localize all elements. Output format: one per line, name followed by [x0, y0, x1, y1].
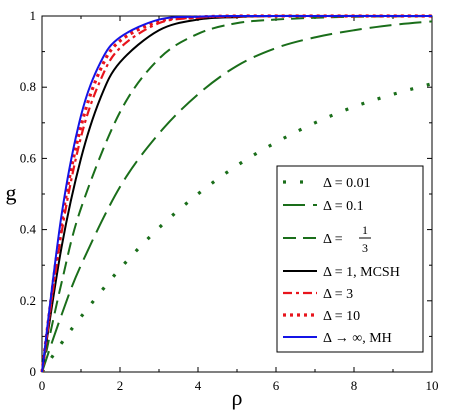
x-tick-label: 10: [426, 378, 439, 393]
legend-label-5: Δ = 10: [323, 309, 360, 324]
y-tick-label: 0.4: [20, 222, 37, 237]
legend-box: [276, 165, 424, 353]
legend-label-0: Δ = 0.01: [323, 176, 371, 191]
y-axis-label: g: [6, 180, 17, 205]
legend: Δ = 0.01 Δ = 0.1 Δ = 1 3 Δ = 1, MCSH Δ = 3 Δ = …: [276, 165, 424, 353]
legend-label-3: Δ = 1, MCSH: [323, 265, 400, 280]
x-axis-label: ρ: [232, 385, 243, 410]
x-tick-label: 8: [351, 378, 358, 393]
legend-label-2: Δ =: [323, 232, 343, 247]
legend-frac-numerator: 1: [362, 223, 368, 237]
axes: 0 2 4 6 8 10 0 0.2 0.4 0.6 0.8 1 ρ g: [6, 8, 439, 410]
legend-frac-denominator: 3: [362, 241, 368, 255]
y-tick-label: 0.8: [20, 79, 36, 94]
series-line-1: [41, 20, 433, 373]
x-tick-label: 2: [117, 378, 124, 393]
y-tick-label: 0.6: [20, 150, 37, 165]
x-tick-label: 4: [195, 378, 202, 393]
y-tick-label: 1: [30, 8, 37, 23]
legend-label-4: Δ = 3: [323, 287, 353, 302]
x-tick-label: 6: [273, 378, 280, 393]
legend-label-1: Δ = 0.1: [323, 199, 364, 214]
series-group: [40, 14, 433, 373]
series-line-6: [41, 14, 432, 373]
y-tick-label: 0.2: [20, 293, 36, 308]
x-tick-label: 0: [39, 378, 46, 393]
series-line-5: [40, 14, 432, 373]
legend-label-6: Δ → ∞, MH: [323, 331, 392, 346]
y-tick-label: 0: [30, 364, 37, 379]
